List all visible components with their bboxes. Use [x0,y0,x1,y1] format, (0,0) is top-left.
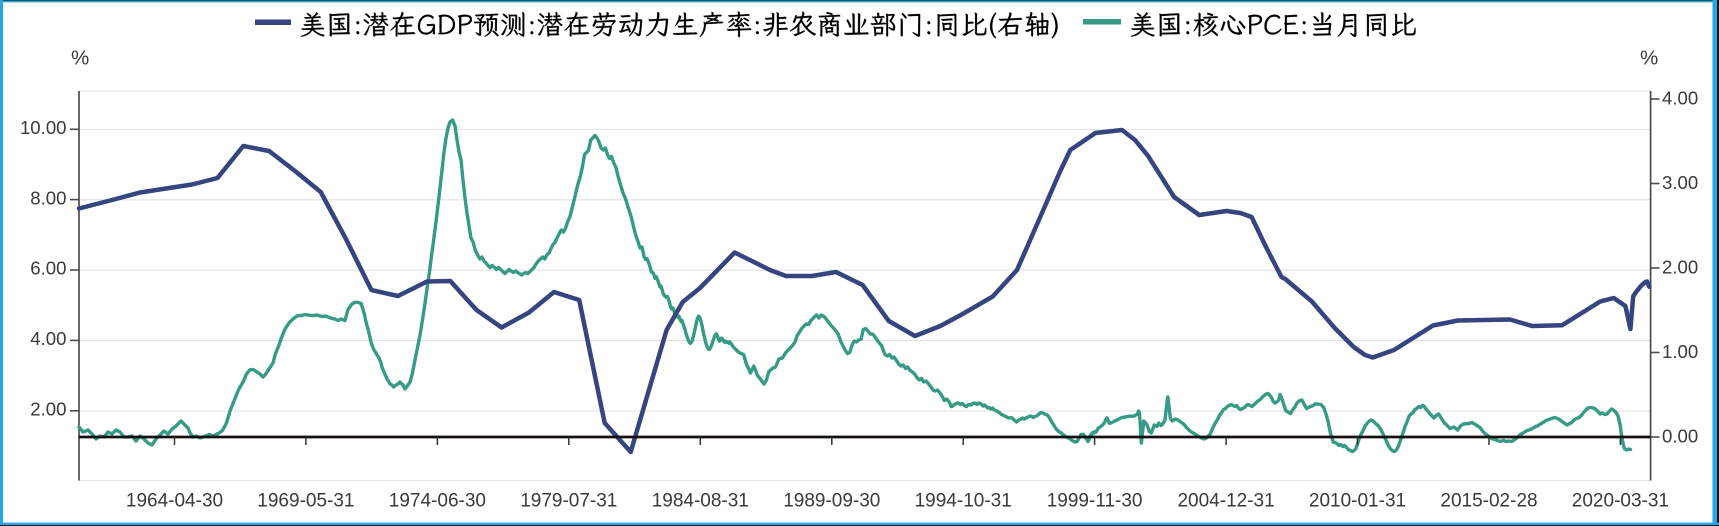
svg-text:1974-06-30: 1974-06-30 [389,491,486,512]
svg-text:%: % [1640,47,1658,70]
svg-text:2015-02-28: 2015-02-28 [1440,491,1537,512]
svg-text:1989-09-30: 1989-09-30 [783,491,880,512]
svg-text:2004-12-31: 2004-12-31 [1177,491,1274,512]
svg-text:4.00: 4.00 [30,328,66,349]
svg-text:1.00: 1.00 [1662,341,1698,362]
svg-text:2020-03-31: 2020-03-31 [1572,491,1669,512]
svg-text:0.00: 0.00 [1662,426,1698,447]
svg-text:1964-04-30: 1964-04-30 [126,491,223,512]
svg-text:10.00: 10.00 [20,117,67,138]
svg-text:3.00: 3.00 [1662,172,1698,193]
svg-text:1979-07-31: 1979-07-31 [520,491,617,512]
svg-text:2010-01-31: 2010-01-31 [1309,491,1406,512]
svg-text:2.00: 2.00 [1662,257,1698,278]
svg-text:8.00: 8.00 [30,187,66,208]
svg-text:1999-11-30: 1999-11-30 [1047,491,1143,512]
svg-text:4.00: 4.00 [1662,88,1698,109]
svg-text:1969-05-31: 1969-05-31 [257,491,354,512]
svg-text:1994-10-31: 1994-10-31 [915,491,1012,512]
svg-text:%: % [71,47,89,70]
svg-text:1984-08-31: 1984-08-31 [652,491,749,512]
svg-text:2.00: 2.00 [30,399,66,420]
svg-text:6.00: 6.00 [30,258,66,279]
